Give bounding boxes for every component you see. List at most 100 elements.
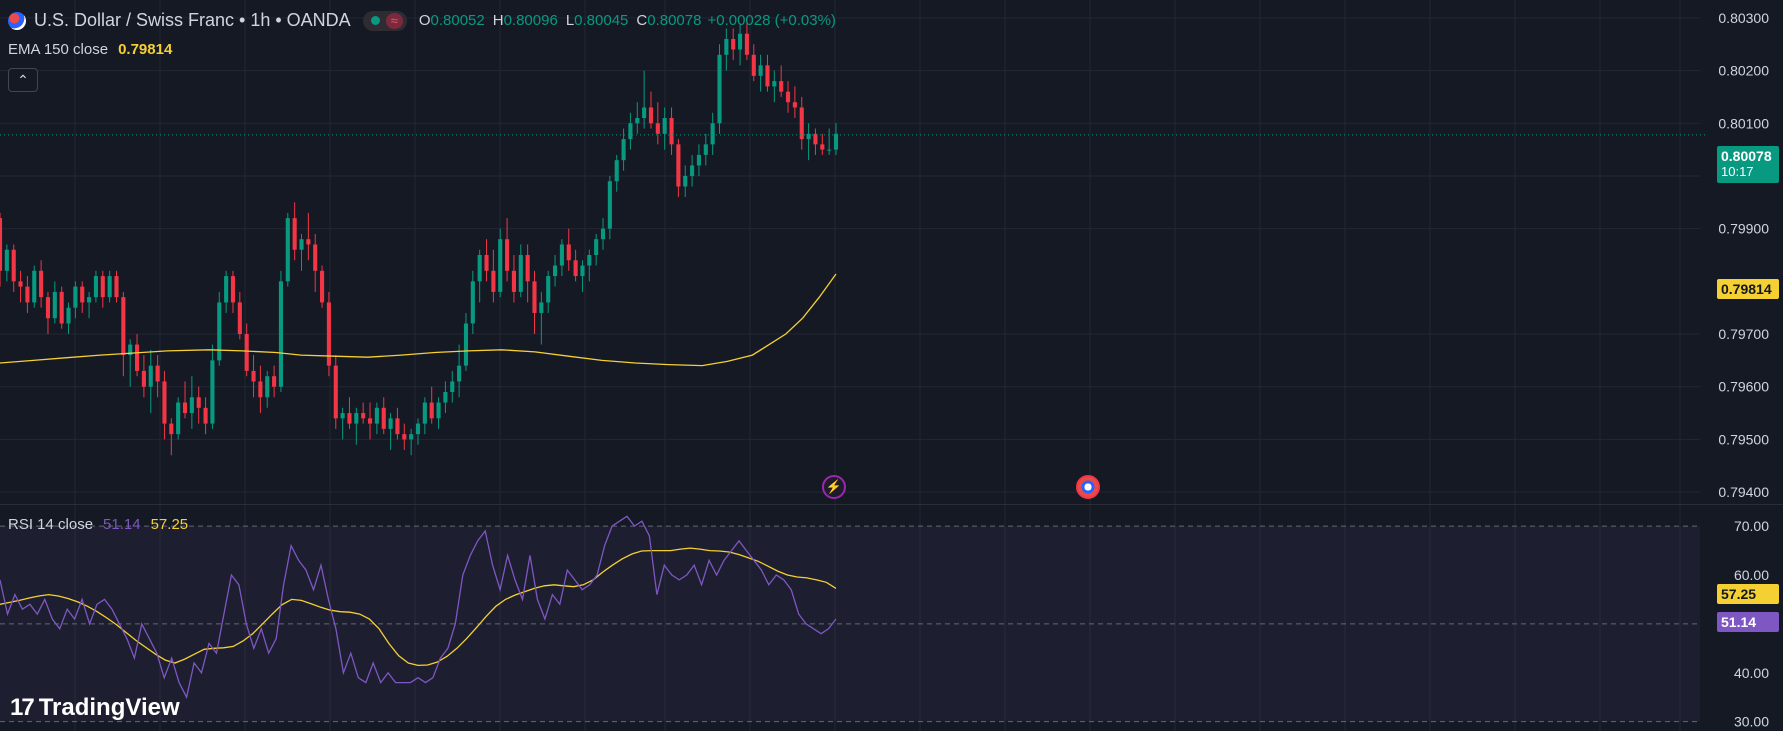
candle-body — [128, 344, 133, 356]
rsi-tick-label: 60.00 — [1734, 567, 1769, 583]
candle-body — [772, 81, 777, 87]
candle-body — [340, 413, 345, 419]
price-tick-label: 0.79400 — [1718, 484, 1769, 500]
candle-body — [594, 239, 599, 255]
price-tick-label: 0.79900 — [1718, 221, 1769, 237]
candle-body — [107, 276, 112, 298]
candle-body — [278, 281, 284, 387]
bar-countdown: 10:17 — [1721, 164, 1754, 179]
ema-label[interactable]: EMA 150 close — [8, 41, 109, 58]
candle-body — [210, 360, 215, 424]
high-key: H — [492, 12, 504, 29]
price-axis[interactable]: 0.803000.802000.801000.800000.799000.797… — [1718, 10, 1769, 500]
open-key: O — [418, 12, 431, 29]
candle-body — [169, 423, 174, 435]
candle-body — [505, 239, 510, 271]
price-pane[interactable]: 0.803000.802000.801000.800000.799000.797… — [0, 0, 1783, 504]
candle-body — [73, 286, 78, 308]
candle-body — [642, 107, 647, 119]
price-tick-label: 0.80100 — [1718, 115, 1769, 131]
market-open-dot-icon — [370, 16, 380, 25]
candle-body — [738, 33, 743, 50]
candle-body — [11, 249, 16, 282]
candle-body — [141, 370, 146, 387]
candle-body — [559, 244, 564, 266]
candle-body — [0, 218, 3, 271]
rsi-legend[interactable]: RSI 14 close 51.14 57.25 — [8, 516, 188, 533]
candle-body — [415, 423, 421, 435]
candle-body — [244, 334, 249, 371]
ema-line — [0, 273, 837, 367]
collapse-legend-button[interactable]: ⌃ — [8, 68, 38, 92]
candle-body — [758, 65, 763, 76]
candle-body — [381, 407, 386, 429]
candle-body — [703, 144, 708, 155]
candle-body — [87, 297, 92, 303]
candle-body — [751, 54, 756, 76]
rsi-ma-tag: 57.25 — [1717, 584, 1779, 604]
high-value: 0.80096 — [503, 12, 558, 29]
candle-body — [367, 418, 373, 424]
candle-body — [470, 281, 475, 324]
candle-body — [59, 291, 64, 324]
candle-body — [217, 302, 222, 361]
symbol-legend[interactable]: U.S. Dollar / Swiss Franc • 1h • OANDA ≈… — [8, 10, 842, 31]
lightning-bolt-event-icon[interactable]: ⚡ — [822, 475, 846, 499]
candle-body — [409, 434, 414, 440]
candle-body — [600, 228, 606, 240]
rsi-grid — [74, 505, 1681, 731]
candle-body — [587, 255, 592, 266]
rsi-tag: 51.14 — [1717, 612, 1779, 632]
candle-body — [724, 38, 729, 55]
candle-body — [744, 33, 749, 55]
candle-body — [429, 402, 434, 419]
ema-value: 0.79814 — [118, 41, 173, 58]
last-price-tag: 0.80078 10:17 — [1717, 146, 1779, 183]
candle-body — [511, 270, 516, 292]
candle-body — [690, 165, 695, 176]
candle-body — [326, 302, 331, 366]
pane-separator[interactable] — [0, 504, 1783, 505]
candle-body — [203, 407, 208, 424]
candle-body — [224, 276, 229, 303]
symbol-title[interactable]: U.S. Dollar / Swiss Franc • 1h • OANDA — [34, 10, 351, 30]
candle-body — [669, 118, 674, 145]
candle-body — [189, 397, 194, 414]
price-chart[interactable]: 0.803000.802000.801000.800000.799000.797… — [0, 0, 1783, 504]
candle-body — [313, 244, 318, 271]
wave-icon: ≈ — [385, 12, 403, 29]
candle-body — [765, 65, 770, 87]
market-status-pill[interactable]: ≈ — [362, 10, 407, 31]
candle-body — [182, 402, 188, 414]
low-value: 0.80045 — [574, 12, 629, 29]
tradingview-watermark[interactable]: 17 TradingView — [10, 694, 180, 722]
us-flag-event-icon[interactable] — [1076, 475, 1100, 499]
rsi-line — [0, 515, 837, 700]
price-tick-label: 0.79600 — [1718, 379, 1769, 395]
rsi-tick-label: 30.00 — [1734, 714, 1769, 730]
candle-body — [683, 175, 688, 187]
candle-body — [306, 239, 311, 245]
candle-body — [457, 365, 462, 382]
candle-body — [402, 434, 407, 440]
candle-body — [491, 270, 496, 292]
candle-body — [374, 407, 379, 424]
close-key: C — [636, 12, 648, 29]
candle-body — [443, 391, 448, 403]
candle-body — [463, 323, 469, 366]
candle-body — [717, 54, 722, 124]
candle-body — [285, 218, 290, 282]
candle-body — [395, 418, 400, 435]
candle-body — [388, 418, 393, 429]
candle-body — [422, 402, 427, 424]
rsi-label[interactable]: RSI 14 close — [8, 516, 94, 533]
candle-body — [518, 255, 523, 292]
candle-body — [498, 239, 503, 292]
ema-legend[interactable]: EMA 150 close 0.79814 — [8, 41, 172, 58]
candle-body — [731, 38, 736, 50]
tradingview-wordmark: TradingView — [38, 694, 180, 721]
rsi-tick-label: 40.00 — [1734, 665, 1769, 681]
candle-body — [436, 402, 441, 419]
